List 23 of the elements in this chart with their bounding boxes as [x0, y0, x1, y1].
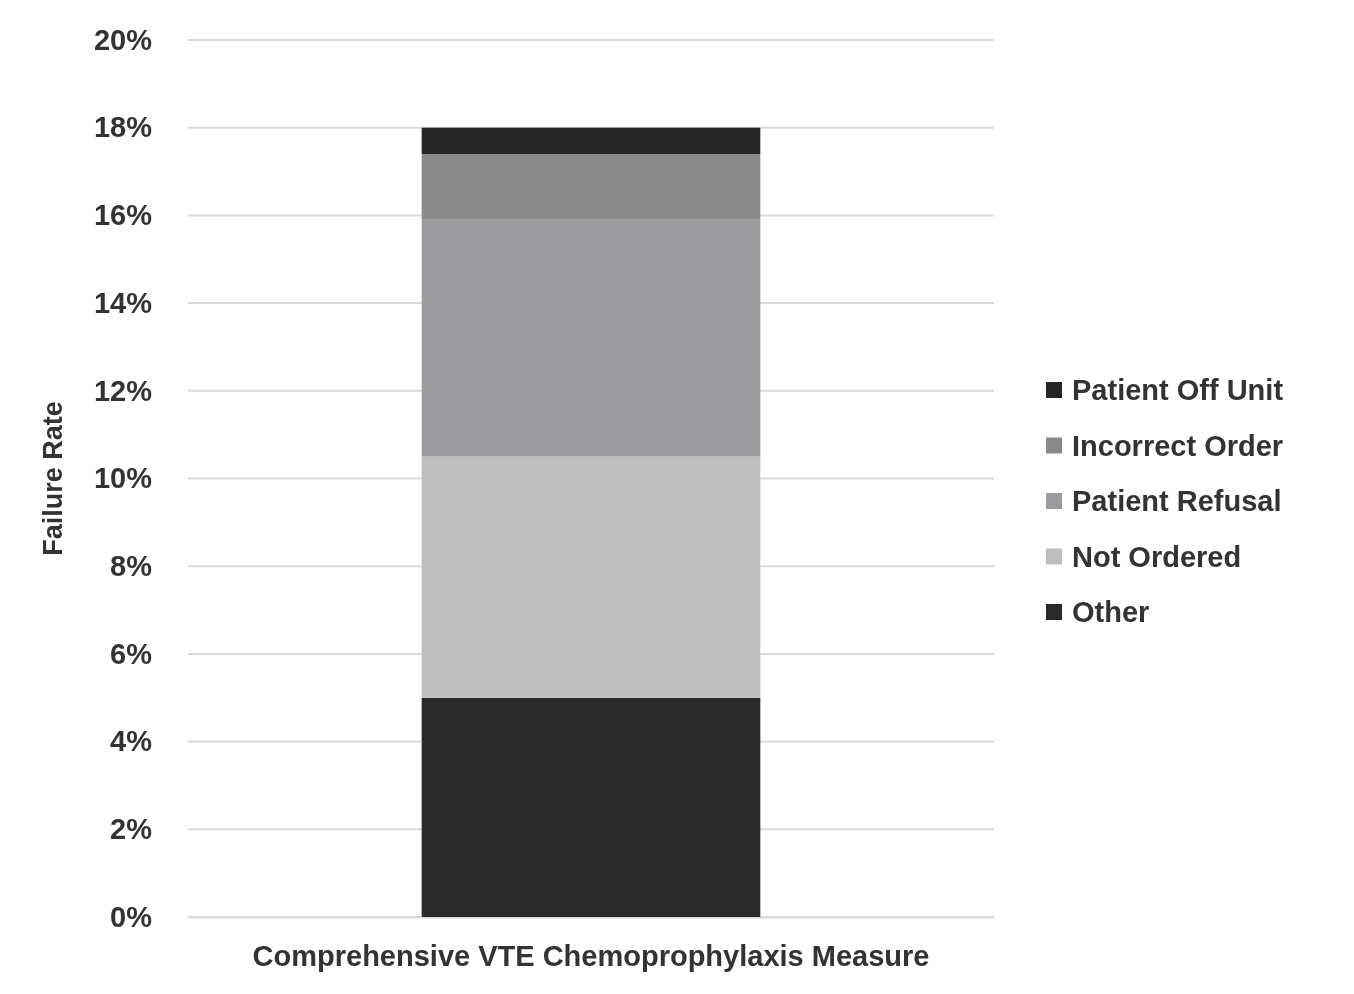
y-tick-label: 10% [93, 462, 153, 495]
y-axis-title: Failure Rate [38, 401, 68, 556]
y-tick-label: 14% [93, 286, 153, 319]
bar [421, 154, 761, 220]
y-tick-label: 12% [93, 374, 153, 407]
bar [421, 456, 761, 698]
y-tick-label: 18% [93, 111, 153, 144]
legend-label: Patient Off Unit [1072, 374, 1284, 407]
legend-label: Not Ordered [1072, 540, 1242, 573]
y-tick-label: 0% [110, 900, 153, 933]
y-tick-label: 4% [110, 725, 153, 758]
legend-label: Incorrect Order [1072, 429, 1284, 462]
legend-label: Other [1072, 596, 1150, 629]
y-tick-label: 2% [110, 813, 153, 846]
bar [421, 219, 761, 457]
x-tick-label: Comprehensive VTE Chemoprophylaxis Measure [252, 939, 930, 972]
y-tick-label: 6% [110, 637, 153, 670]
y-tick-label: 8% [110, 549, 153, 582]
bar [421, 697, 761, 917]
y-tick-label: 16% [93, 199, 153, 232]
legend-label: Patient Refusal [1072, 485, 1282, 518]
bar [421, 127, 761, 155]
y-tick-label: 20% [93, 23, 153, 56]
